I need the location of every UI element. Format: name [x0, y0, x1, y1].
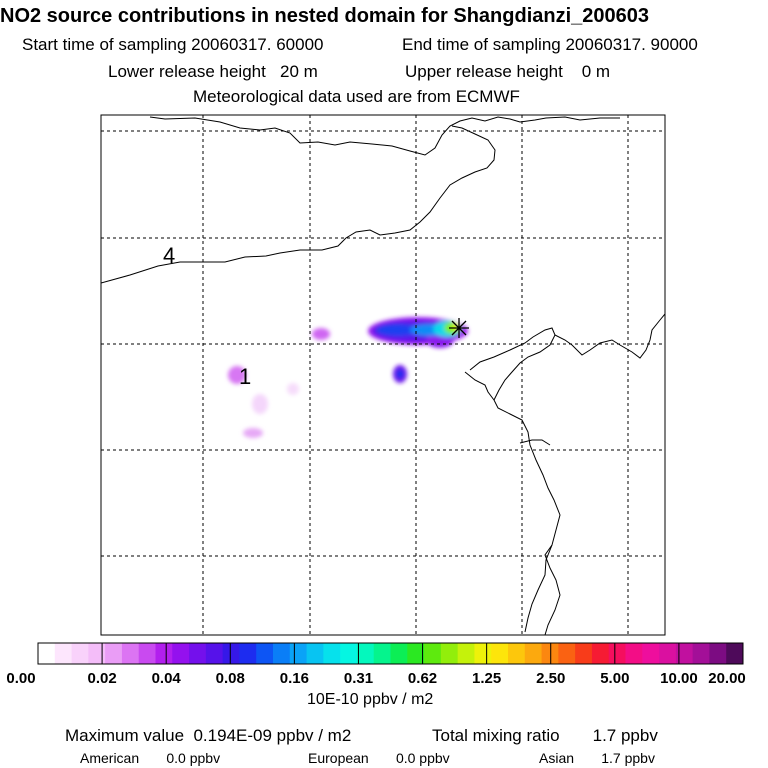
colorbar-swatch — [105, 643, 123, 664]
colorbar-label: 0.31 — [343, 670, 374, 687]
colorbar-frame — [37, 642, 744, 665]
colorbar-swatch — [189, 643, 207, 664]
colorbar-swatch — [306, 643, 324, 664]
colorbar-swatch — [642, 643, 660, 664]
colorbar-swatch — [508, 643, 526, 664]
asian-contribution: Asian 1.7 ppbv — [539, 750, 655, 766]
colorbar-swatch — [256, 643, 274, 664]
colorbar-swatch — [390, 643, 408, 664]
concentration-field — [228, 317, 468, 438]
colorbar-swatch — [659, 643, 677, 664]
colorbar-swatch — [356, 643, 375, 664]
region-label-4: 4 — [163, 243, 175, 268]
colorbar-label: 1.25 — [472, 670, 502, 687]
colorbar-swatch — [273, 643, 291, 664]
colorbar-swatch — [591, 643, 610, 664]
colorbar-swatch — [205, 643, 224, 664]
colorbar-swatch — [222, 643, 240, 664]
receptor-marker — [449, 318, 469, 338]
colorbar-swatch — [474, 643, 492, 664]
sampling-end: End time of sampling 20060317. 90000 — [402, 35, 698, 54]
colorbar-swatch — [625, 643, 643, 664]
colorbar-label: 10.00 — [660, 670, 698, 687]
colorbar-swatch — [38, 643, 56, 664]
release-upper: Upper release height 0 m — [405, 62, 611, 81]
colorbar-swatch — [407, 643, 425, 664]
colorbar-swatch — [138, 643, 156, 664]
colorbar-swatch — [88, 643, 106, 664]
colorbar-label: 5.00 — [600, 670, 630, 687]
colorbar-label: 0.62 — [407, 670, 438, 687]
colorbar-label: 0.08 — [215, 670, 245, 687]
colorbar-swatch — [424, 643, 442, 664]
map-gridlines — [101, 115, 665, 635]
plume-patch-west — [312, 328, 330, 340]
colorbar-swatch — [121, 643, 140, 664]
colorbar-swatch — [709, 643, 727, 664]
colorbar-swatch — [491, 643, 509, 664]
colorbar-swatch — [457, 643, 475, 664]
colorbar-swatch — [239, 643, 257, 664]
colorbar-label: 2.50 — [536, 670, 566, 687]
colorbar-swatch — [524, 643, 543, 664]
colorbar-swatch — [373, 643, 391, 664]
map-frame — [100, 114, 666, 636]
american-contribution: American 0.0 ppbv — [80, 750, 221, 766]
region-label-1: 1 — [239, 364, 251, 389]
colorbar-label: 0.00 — [6, 670, 36, 687]
colorbar-swatch — [440, 643, 459, 664]
colorbar-label: 0.04 — [151, 670, 181, 687]
european-contribution: European 0.0 ppbv — [308, 750, 450, 766]
met-data-note: Meteorological data used are from ECMWF — [193, 87, 520, 106]
colorbar-unit: 10E-10 ppbv / m2 — [307, 691, 434, 708]
sampling-start: Start time of sampling 20060317. 60000 — [22, 35, 324, 54]
colorbar-swatch — [726, 643, 744, 664]
colorbar-label: 0.02 — [87, 670, 117, 687]
colorbar-label: 20.00 — [708, 670, 746, 687]
colorbar-swatch — [289, 643, 308, 664]
colorbar-swatch — [575, 643, 593, 664]
map-title: NO2 source contributions in nested domai… — [0, 5, 650, 27]
colorbar-swatch — [71, 643, 89, 664]
colorbar-swatch — [558, 643, 576, 664]
colorbar — [37, 642, 744, 665]
colorbar-label: 0.16 — [279, 670, 309, 687]
colorbar-swatch — [155, 643, 173, 664]
colorbar-swatch — [340, 643, 358, 664]
colorbar-swatch — [54, 643, 73, 664]
colorbar-swatch — [692, 643, 710, 664]
colorbar-swatch — [608, 643, 626, 664]
max-value: Maximum value 0.194E-09 ppbv / m2 — [65, 726, 352, 745]
colorbar-swatch — [675, 643, 694, 664]
plume-core-left — [376, 324, 420, 336]
total-mixing-ratio: Total mixing ratio 1.7 ppbv — [432, 726, 658, 745]
release-lower: Lower release height 20 m — [108, 62, 318, 81]
plume-patch-far-west — [228, 366, 246, 384]
colorbar-swatch — [172, 643, 190, 664]
map-boundaries — [101, 116, 665, 635]
colorbar-swatch — [541, 643, 559, 664]
colorbar-swatch — [323, 643, 341, 664]
